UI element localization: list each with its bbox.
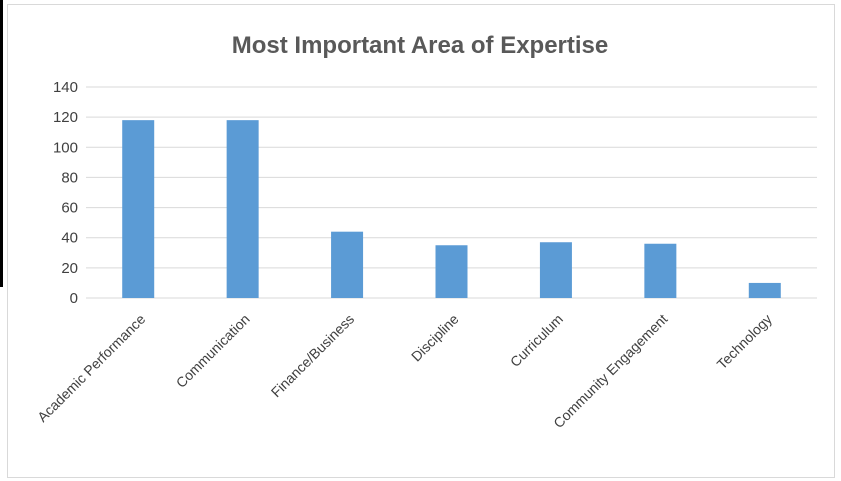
- bar: [748, 282, 781, 298]
- y-tick-label: 20: [61, 260, 78, 277]
- bar: [435, 245, 468, 298]
- y-tick-label: 100: [53, 139, 78, 156]
- chart-title: Most Important Area of Expertise: [232, 32, 609, 59]
- bar: [539, 242, 572, 298]
- x-axis-categories: Academic Performance Communication Finance…: [34, 311, 775, 431]
- x-category-label: Community Engagement: [550, 311, 670, 431]
- x-category-label: Technology: [714, 311, 775, 372]
- bar: [644, 243, 677, 298]
- left-edge-bar: [0, 0, 3, 287]
- x-category-label: Discipline: [408, 311, 462, 365]
- x-category-label: Communication: [173, 311, 253, 391]
- x-category-label: Curriculum: [507, 311, 566, 370]
- y-tick-label: 140: [53, 79, 78, 96]
- bar: [226, 120, 259, 299]
- bars: [122, 120, 781, 299]
- bar: [331, 231, 364, 298]
- bar: [122, 120, 155, 299]
- y-tick-label: 80: [61, 169, 78, 186]
- x-category-label: Finance/Business: [268, 311, 357, 400]
- y-tick-label: 120: [53, 109, 78, 126]
- y-tick-label: 60: [61, 200, 78, 217]
- y-axis-ticks: 0 20 40 60 80 100 120 140: [53, 79, 78, 307]
- y-tick-label: 40: [61, 230, 78, 247]
- x-category-label: Academic Performance: [34, 311, 148, 425]
- y-tick-label: 0: [70, 290, 78, 307]
